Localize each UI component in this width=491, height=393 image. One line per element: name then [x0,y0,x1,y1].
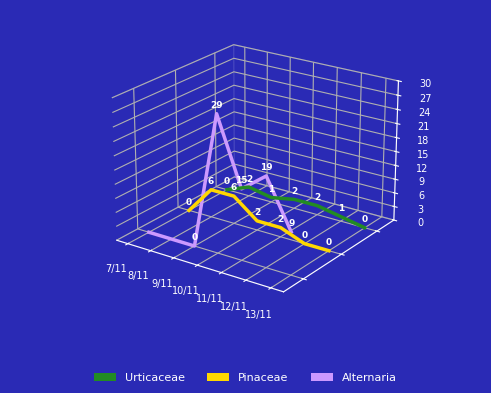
Legend: Urticaceae, Pinaceae, Alternaria: Urticaceae, Pinaceae, Alternaria [89,369,402,387]
